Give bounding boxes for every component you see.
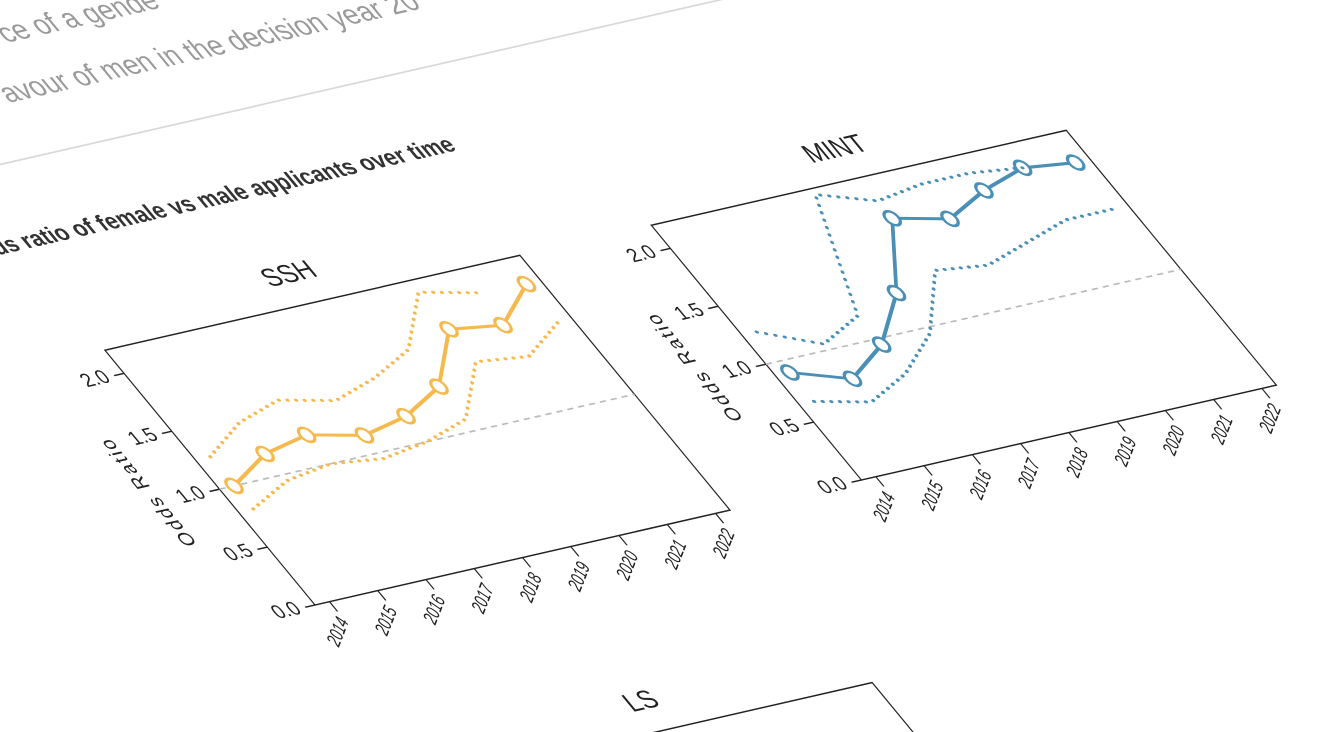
- y-tick: [850, 479, 862, 483]
- data-point: [780, 364, 800, 381]
- x-tick: [328, 601, 339, 612]
- data-point: [493, 316, 513, 334]
- y-tick: [755, 363, 767, 368]
- y-tick: [161, 430, 173, 435]
- data-point: [940, 210, 960, 228]
- reference-line: [218, 393, 636, 490]
- data-point: [296, 426, 317, 444]
- data-point: [1065, 154, 1086, 171]
- data-point: [842, 370, 863, 388]
- data-point: [429, 378, 449, 395]
- data-point: [224, 477, 244, 495]
- x-tick: [923, 465, 933, 476]
- x-tick: [875, 476, 885, 487]
- data-point: [396, 407, 416, 425]
- x-tick: [714, 513, 725, 524]
- x-tick: [618, 535, 628, 546]
- x-tick: [473, 568, 483, 579]
- x-tick: [377, 590, 387, 601]
- y-tick: [803, 421, 815, 426]
- y-tick: [113, 372, 125, 377]
- x-tick: [1261, 388, 1271, 399]
- x-tick: [1164, 410, 1175, 421]
- y-tick: [256, 546, 268, 550]
- data-point: [974, 182, 994, 199]
- data-point: [886, 284, 907, 302]
- confidence-line: [251, 320, 560, 511]
- data-point: [871, 336, 892, 353]
- y-tick: [659, 247, 671, 252]
- reference-line: [765, 268, 1182, 365]
- x-tick: [1212, 399, 1223, 410]
- divider: [0, 0, 1146, 220]
- confidence-line: [811, 207, 1116, 404]
- y-tick: [304, 604, 316, 608]
- y-tick: [707, 305, 719, 310]
- data-point: [882, 209, 903, 227]
- x-tick: [666, 524, 676, 535]
- confidence-line: [208, 290, 479, 459]
- x-tick: [521, 557, 532, 568]
- data-point: [354, 427, 375, 444]
- x-tick: [570, 546, 580, 557]
- y-tick: [209, 488, 221, 493]
- confidence-line: [754, 166, 1025, 346]
- x-tick: [1116, 421, 1126, 432]
- data-point: [255, 445, 275, 463]
- x-tick: [425, 579, 435, 590]
- plot-frame: [456, 681, 1084, 732]
- data-point: [439, 321, 459, 338]
- x-tick: [1068, 432, 1078, 443]
- x-tick: [1019, 443, 1030, 454]
- x-tick: [971, 454, 982, 465]
- data-point: [516, 275, 537, 293]
